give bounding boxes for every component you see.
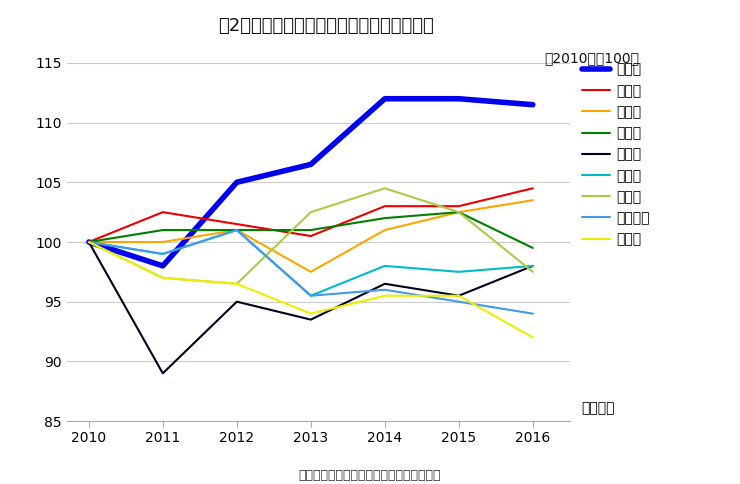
- 中部局: [306, 162, 315, 167]
- 四国局: [84, 239, 93, 245]
- 九州局: [232, 227, 241, 233]
- 沖縄局: [454, 209, 463, 215]
- 沖縄局: [380, 185, 389, 191]
- 中国局: [528, 263, 537, 269]
- 近畿局: [158, 209, 167, 215]
- 九州局: [528, 197, 537, 203]
- 中国局: [232, 227, 241, 233]
- 沖縄局: [232, 281, 241, 287]
- 北海道局: [528, 311, 537, 317]
- 関東局: [232, 281, 241, 287]
- 近畿局: [306, 233, 315, 239]
- 九州局: [306, 269, 315, 275]
- 中部局: [84, 239, 93, 245]
- Line: 近畿局: 近畿局: [89, 188, 533, 242]
- 中国局: [454, 269, 463, 275]
- Text: （2010年＝100）: （2010年＝100）: [545, 51, 639, 65]
- Line: 東北局: 東北局: [89, 242, 533, 373]
- 北海道局: [380, 287, 389, 293]
- 四国局: [454, 209, 463, 215]
- 沖縄局: [306, 209, 315, 215]
- 東北局: [306, 317, 315, 322]
- 北海道局: [306, 293, 315, 299]
- 関東局: [306, 311, 315, 317]
- 九州局: [158, 239, 167, 245]
- 東北局: [454, 293, 463, 299]
- 中部局: [158, 263, 167, 269]
- 近畿局: [528, 185, 537, 191]
- Text: （暦年）: （暦年）: [581, 401, 614, 415]
- 中部局: [232, 180, 241, 185]
- 北海道局: [232, 227, 241, 233]
- 中国局: [158, 251, 167, 257]
- 中部局: [454, 96, 463, 102]
- 関東局: [454, 293, 463, 299]
- 東北局: [84, 239, 93, 245]
- Line: 四国局: 四国局: [89, 212, 533, 248]
- 東北局: [158, 370, 167, 376]
- 北海道局: [454, 299, 463, 304]
- 四国局: [306, 227, 315, 233]
- 四国局: [528, 245, 537, 251]
- 関東局: [528, 334, 537, 340]
- 四国局: [232, 227, 241, 233]
- 近畿局: [232, 221, 241, 227]
- 四国局: [380, 215, 389, 221]
- Text: 図2　経済産業局別の鉱工業生産指数の推移: 図2 経済産業局別の鉱工業生産指数の推移: [218, 17, 434, 35]
- 東北局: [232, 299, 241, 304]
- 沖縄局: [158, 275, 167, 281]
- 近畿局: [380, 203, 389, 209]
- 中国局: [306, 293, 315, 299]
- 関東局: [84, 239, 93, 245]
- Text: （出所）経済産業省「地域別鉱工業指数」: （出所）経済産業省「地域別鉱工業指数」: [299, 469, 441, 482]
- Line: 九州局: 九州局: [89, 200, 533, 272]
- 関東局: [380, 293, 389, 299]
- 北海道局: [84, 239, 93, 245]
- Line: 中国局: 中国局: [89, 230, 533, 296]
- 沖縄局: [528, 269, 537, 275]
- 中国局: [380, 263, 389, 269]
- 東北局: [380, 281, 389, 287]
- 沖縄局: [84, 239, 93, 245]
- Line: 関東局: 関東局: [89, 242, 533, 337]
- Line: 中部局: 中部局: [89, 99, 533, 266]
- Legend: 中部局, 近畿局, 九州局, 四国局, 東北局, 中国局, 沖縄局, 北海道局, 関東局: 中部局, 近畿局, 九州局, 四国局, 東北局, 中国局, 沖縄局, 北海道局,…: [582, 63, 650, 246]
- 北海道局: [158, 251, 167, 257]
- 九州局: [454, 209, 463, 215]
- 近畿局: [454, 203, 463, 209]
- 九州局: [380, 227, 389, 233]
- 中部局: [528, 102, 537, 107]
- 東北局: [528, 263, 537, 269]
- 中部局: [380, 96, 389, 102]
- 近畿局: [84, 239, 93, 245]
- Line: 沖縄局: 沖縄局: [89, 188, 533, 284]
- 関東局: [158, 275, 167, 281]
- 中国局: [84, 239, 93, 245]
- Line: 北海道局: 北海道局: [89, 230, 533, 314]
- 九州局: [84, 239, 93, 245]
- 四国局: [158, 227, 167, 233]
